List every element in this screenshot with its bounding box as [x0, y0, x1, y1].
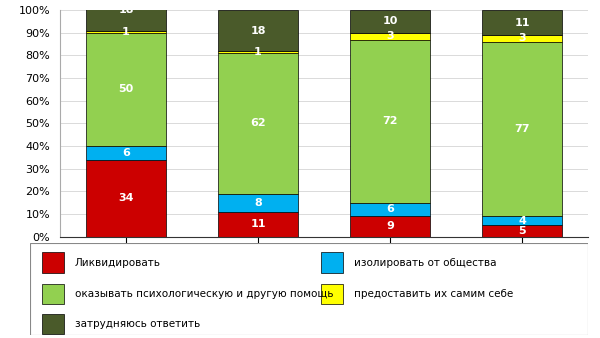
Bar — [86, 33, 166, 146]
Text: 5: 5 — [518, 226, 526, 236]
Text: 9: 9 — [386, 221, 394, 232]
Bar — [218, 10, 298, 51]
Bar — [321, 252, 343, 272]
Text: 4: 4 — [518, 216, 526, 226]
Text: 6: 6 — [122, 148, 130, 158]
Text: 11: 11 — [250, 219, 266, 229]
Text: предоставить их самим себе: предоставить их самим себе — [353, 289, 513, 298]
Bar — [42, 284, 64, 304]
Bar — [86, 0, 166, 30]
Bar — [86, 30, 166, 33]
Text: 8: 8 — [254, 198, 262, 208]
Bar — [218, 194, 298, 212]
Bar — [218, 51, 298, 53]
Text: 18: 18 — [250, 26, 266, 35]
Text: 18: 18 — [118, 5, 134, 15]
Text: 77: 77 — [514, 124, 530, 134]
Text: затрудняюсь ответить: затрудняюсь ответить — [74, 319, 200, 329]
Bar — [350, 216, 430, 237]
Text: 62: 62 — [250, 118, 266, 128]
Bar — [86, 146, 166, 160]
Text: 34: 34 — [118, 193, 134, 203]
Bar — [42, 314, 64, 334]
Text: 10: 10 — [382, 17, 398, 26]
Text: изолировать от общества: изолировать от общества — [353, 258, 496, 267]
Bar — [350, 10, 430, 33]
Bar — [321, 284, 343, 304]
Bar — [218, 212, 298, 237]
Bar — [86, 160, 166, 237]
Bar — [482, 225, 562, 237]
Bar — [42, 252, 64, 272]
Bar — [218, 53, 298, 194]
Text: 6: 6 — [386, 204, 394, 214]
Text: Ликвидировать: Ликвидировать — [74, 258, 161, 267]
Bar — [350, 33, 430, 40]
Text: 72: 72 — [382, 116, 398, 126]
Bar — [482, 216, 562, 225]
Text: 1: 1 — [122, 27, 130, 37]
Bar — [482, 42, 562, 216]
Text: 3: 3 — [518, 33, 526, 44]
Text: 1: 1 — [254, 47, 262, 57]
Bar — [350, 203, 430, 216]
Bar — [482, 35, 562, 42]
Bar — [482, 10, 562, 35]
Text: 50: 50 — [118, 84, 134, 94]
Text: 3: 3 — [386, 31, 394, 41]
Text: 11: 11 — [514, 18, 530, 28]
Text: оказывать психологическую и другую помощь: оказывать психологическую и другую помощ… — [74, 289, 333, 298]
Bar — [350, 40, 430, 203]
FancyBboxPatch shape — [30, 243, 588, 335]
